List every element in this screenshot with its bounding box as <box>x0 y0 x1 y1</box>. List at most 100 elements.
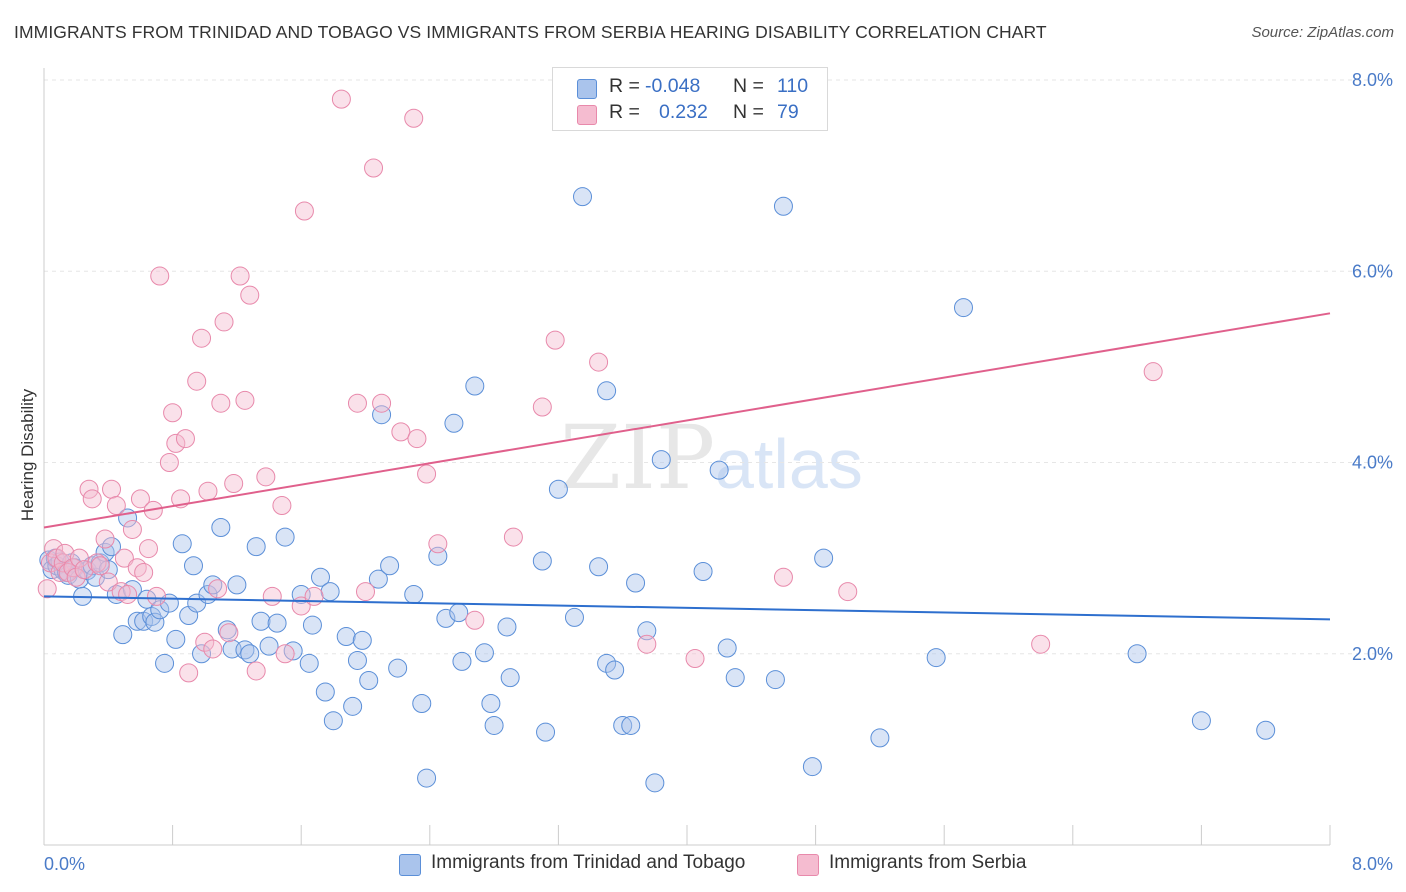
data-point <box>347 650 367 670</box>
data-point <box>814 548 834 568</box>
data-point <box>272 496 292 516</box>
data-point <box>802 757 822 777</box>
data-point <box>452 651 472 671</box>
data-point <box>166 629 186 649</box>
data-point <box>310 567 330 587</box>
data-point <box>626 573 646 593</box>
data-point <box>211 518 231 538</box>
data-point <box>198 481 218 501</box>
data-point <box>356 582 375 602</box>
data-point <box>299 653 319 673</box>
data-point <box>192 644 212 664</box>
data-point <box>391 422 411 442</box>
data-point <box>347 393 367 413</box>
n-value: 110 <box>777 75 809 97</box>
data-point <box>90 556 110 576</box>
data-point <box>481 693 501 713</box>
data-point <box>536 722 556 742</box>
data-point <box>246 661 266 681</box>
data-point <box>122 519 142 539</box>
serbia-legend-swatch <box>797 854 819 876</box>
data-point <box>214 312 234 332</box>
data-point <box>323 711 343 731</box>
x-tick-label: 0.0% <box>44 854 85 874</box>
data-point <box>114 548 134 568</box>
n-label: N = <box>733 75 764 97</box>
data-point <box>37 579 57 599</box>
data-point <box>183 556 203 576</box>
r-value: 0.232 <box>659 101 708 123</box>
data-point <box>412 693 432 713</box>
data-point <box>709 460 729 480</box>
data-point <box>621 715 641 735</box>
data-point <box>102 537 122 557</box>
data-point <box>98 572 118 592</box>
data-point <box>637 634 657 654</box>
watermark-atlas: atlas <box>715 425 863 503</box>
data-point <box>82 489 102 509</box>
data-point <box>192 328 212 348</box>
data-point <box>240 285 260 305</box>
data-point <box>428 534 448 554</box>
data-point <box>926 648 946 668</box>
data-point <box>230 266 250 286</box>
data-point <box>155 653 175 673</box>
data-point <box>134 562 154 582</box>
data-point <box>208 579 228 599</box>
data-point <box>500 668 520 688</box>
data-point <box>417 768 437 788</box>
data-point <box>1031 634 1051 654</box>
data-point <box>417 464 437 484</box>
data-point <box>685 649 705 669</box>
data-point <box>388 658 408 678</box>
data-point <box>256 467 276 487</box>
data-point <box>532 551 552 571</box>
data-point <box>503 527 523 547</box>
data-point <box>465 610 485 630</box>
n-value: 79 <box>777 101 799 123</box>
data-point <box>1256 720 1276 740</box>
y-tick-label: 2.0% <box>1352 644 1393 664</box>
data-point <box>166 433 186 453</box>
n-label: N = <box>733 101 764 123</box>
source-label: Source: ZipAtlas.com <box>1251 24 1394 41</box>
y-tick-label: 8.0% <box>1352 70 1393 90</box>
data-point <box>320 582 340 602</box>
data-point <box>474 643 494 663</box>
data-point <box>246 537 266 557</box>
trinidad-legend-swatch <box>399 854 421 876</box>
data-point <box>359 671 379 691</box>
serbia-swatch <box>577 105 597 125</box>
data-point <box>484 715 504 735</box>
data-point <box>118 584 138 604</box>
data-point <box>302 615 322 635</box>
series-legend: Immigrants from Trinidad and Tobago Immi… <box>0 852 1406 878</box>
data-point <box>449 603 469 623</box>
data-point <box>693 562 713 582</box>
data-point <box>532 397 552 417</box>
legend-label-trinidad: Immigrants from Trinidad and Tobago <box>431 852 746 873</box>
data-point <box>773 567 793 587</box>
data-point <box>224 474 244 494</box>
y-tick-label: 6.0% <box>1352 261 1393 281</box>
data-point <box>251 611 271 631</box>
data-point <box>240 644 260 664</box>
data-point <box>102 479 122 499</box>
data-point <box>235 390 255 410</box>
data-point <box>548 479 568 499</box>
data-point <box>66 567 86 587</box>
data-point <box>645 773 665 793</box>
data-point <box>130 489 150 509</box>
data-point <box>1127 644 1147 664</box>
data-point <box>87 553 107 573</box>
watermark-zip: ZIP <box>560 406 715 509</box>
data-point <box>172 534 192 554</box>
data-point <box>187 371 207 391</box>
data-point <box>372 393 392 413</box>
data-point <box>444 413 464 433</box>
data-point <box>145 612 165 632</box>
data-point <box>605 660 625 680</box>
data-point <box>69 548 89 568</box>
data-point <box>138 539 158 559</box>
